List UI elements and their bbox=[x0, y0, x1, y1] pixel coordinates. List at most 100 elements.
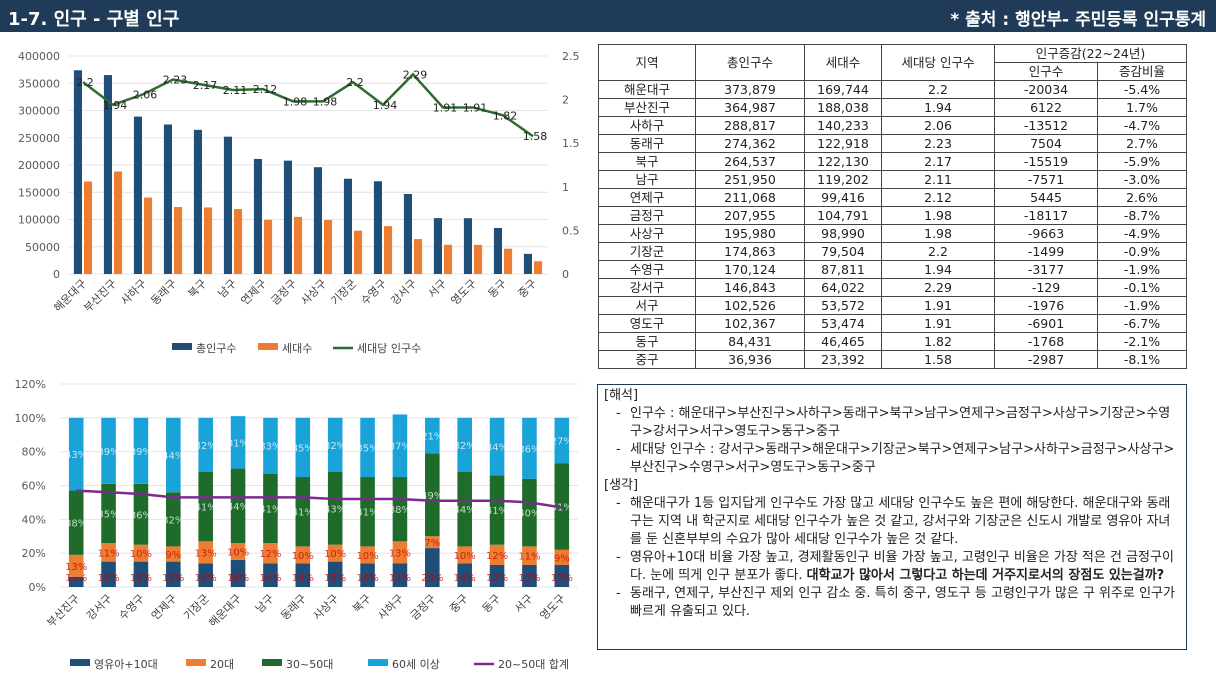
table-cell: 중구 bbox=[598, 350, 696, 369]
table-cell: 2.12 bbox=[881, 188, 995, 207]
table-cell: 1.7% bbox=[1097, 98, 1187, 117]
bar-total-population bbox=[133, 116, 142, 275]
y2-tick-label: 2.5 bbox=[562, 50, 580, 63]
table-cell: 1.98 bbox=[881, 206, 995, 225]
table-row: 중구 36,936 23,392 1.58 -2987 -8.1% bbox=[598, 350, 1187, 369]
data-label: 1.91 bbox=[463, 101, 488, 114]
data-label: 10% bbox=[324, 549, 346, 560]
y-tick-label: 150000 bbox=[18, 186, 60, 199]
stacked-bar-segment bbox=[457, 471, 472, 547]
data-label: 2.2 bbox=[76, 76, 94, 89]
stacked-bar-segment bbox=[166, 417, 181, 493]
stacked-bar-segment bbox=[68, 490, 84, 555]
table-cell: 102,367 bbox=[695, 314, 805, 333]
stacked-bar-segment bbox=[392, 477, 408, 542]
legend-label: 60세 이상 bbox=[392, 658, 440, 671]
table-cell: 64,022 bbox=[804, 278, 882, 297]
stacked-bar-segment bbox=[457, 563, 472, 587]
notes-interpretation-heading: [해석] bbox=[604, 388, 639, 403]
stacked-bar-segment bbox=[295, 477, 311, 547]
y-tick-label: 100000 bbox=[18, 214, 60, 227]
data-label: 41% bbox=[195, 503, 217, 514]
table-cell: -129 bbox=[994, 278, 1098, 297]
stacked-bar-segment bbox=[198, 417, 213, 472]
table-cell: -3177 bbox=[994, 260, 1098, 279]
data-label: 1.98 bbox=[313, 95, 338, 108]
table-cell: -20034 bbox=[994, 80, 1098, 99]
table-cell: -0.1% bbox=[1097, 278, 1187, 297]
x-tick-label: 금정구 bbox=[268, 277, 299, 308]
stacked-bar-segment bbox=[263, 563, 278, 587]
table-cell: 1.94 bbox=[881, 98, 995, 117]
legend-label: 총인구수 bbox=[196, 342, 236, 355]
bar-total-population bbox=[463, 218, 472, 274]
x-tick-label: 사상구 bbox=[298, 277, 329, 308]
notes-item: 영유아+10대 비율 가장 높고, 경제활동인구 비율 가장 높고, 고령인구 … bbox=[616, 549, 1180, 585]
y2-tick-label: 1 bbox=[562, 181, 569, 194]
table-cell: 146,843 bbox=[695, 278, 805, 297]
stacked-bar-segment bbox=[489, 565, 505, 587]
bar-total-population bbox=[403, 193, 412, 274]
data-label: 1.94 bbox=[103, 99, 128, 112]
bar-households bbox=[84, 181, 93, 274]
bar-households bbox=[504, 248, 513, 274]
table-cell: 119,202 bbox=[804, 170, 882, 189]
y-tick-label: 300000 bbox=[18, 105, 60, 118]
stacked-bar-segment bbox=[166, 546, 181, 562]
table-cell: 195,980 bbox=[695, 224, 805, 243]
table-cell: 강서구 bbox=[598, 278, 696, 297]
bar-total-population bbox=[283, 160, 292, 274]
stacked-bar-segment bbox=[425, 536, 440, 549]
table-cell: -4.7% bbox=[1097, 116, 1187, 135]
table-cell: 서구 bbox=[598, 296, 696, 315]
data-label: 35% bbox=[356, 443, 378, 454]
table-cell: -2987 bbox=[994, 350, 1098, 369]
x-tick-label: 서구 bbox=[426, 277, 450, 301]
legend-label: 20대 bbox=[210, 658, 234, 671]
data-label: 40% bbox=[518, 509, 540, 520]
table-cell: 1.98 bbox=[881, 224, 995, 243]
data-label: 41% bbox=[356, 508, 378, 519]
x-tick-label: 서구 bbox=[512, 592, 536, 616]
table-cell: 169,744 bbox=[804, 80, 882, 99]
stacked-bar-segment bbox=[425, 417, 440, 454]
stacked-bar-segment bbox=[457, 546, 472, 564]
data-label: 44% bbox=[162, 451, 184, 462]
table-cell: 1.58 bbox=[881, 350, 995, 369]
bar-households bbox=[444, 244, 453, 274]
col-change-rate: 증감비율 bbox=[1097, 62, 1187, 81]
data-label: 36% bbox=[130, 510, 152, 521]
x-tick-label: 강서구 bbox=[388, 277, 419, 308]
x-tick-label: 해운대구 bbox=[206, 591, 245, 630]
stacked-bar-segment bbox=[554, 549, 570, 566]
data-label: 44% bbox=[227, 502, 249, 513]
x-tick-label: 중구 bbox=[516, 277, 540, 301]
bar-households bbox=[384, 226, 393, 274]
stacked-bar-segment bbox=[522, 565, 537, 587]
x-tick-label: 수영구 bbox=[116, 592, 147, 623]
table-row: 강서구 146,843 64,022 2.29 -129 -0.1% bbox=[598, 278, 1187, 297]
data-label: 14% bbox=[356, 573, 378, 584]
stacked-bar-segment bbox=[295, 417, 311, 478]
stacked-bar-segment bbox=[166, 492, 181, 547]
stacked-bar-segment bbox=[263, 543, 278, 564]
data-label: 2.23 bbox=[163, 74, 188, 87]
data-label: 1.98 bbox=[283, 95, 308, 108]
y-tick-label: 0% bbox=[29, 581, 46, 594]
stacked-bar-segment bbox=[327, 544, 343, 562]
y-tick-label: 200000 bbox=[18, 159, 60, 172]
data-label: 32% bbox=[454, 441, 476, 452]
data-label: 13% bbox=[486, 573, 508, 584]
bar-total-population bbox=[73, 70, 82, 274]
data-label: 34% bbox=[486, 443, 508, 454]
data-label: 1.94 bbox=[373, 99, 398, 112]
data-label: 2.06 bbox=[133, 88, 158, 101]
table-cell: 84,431 bbox=[695, 332, 805, 351]
stacked-bar-segment bbox=[522, 417, 537, 479]
table-cell: 53,474 bbox=[804, 314, 882, 333]
table-row: 해운대구 373,879 169,744 2.2 -20034 -5.4% bbox=[598, 80, 1187, 99]
table-cell: 188,038 bbox=[804, 98, 882, 117]
data-label: 41% bbox=[486, 506, 508, 517]
data-label: 1.58 bbox=[523, 130, 548, 143]
table-cell: 사상구 bbox=[598, 224, 696, 243]
